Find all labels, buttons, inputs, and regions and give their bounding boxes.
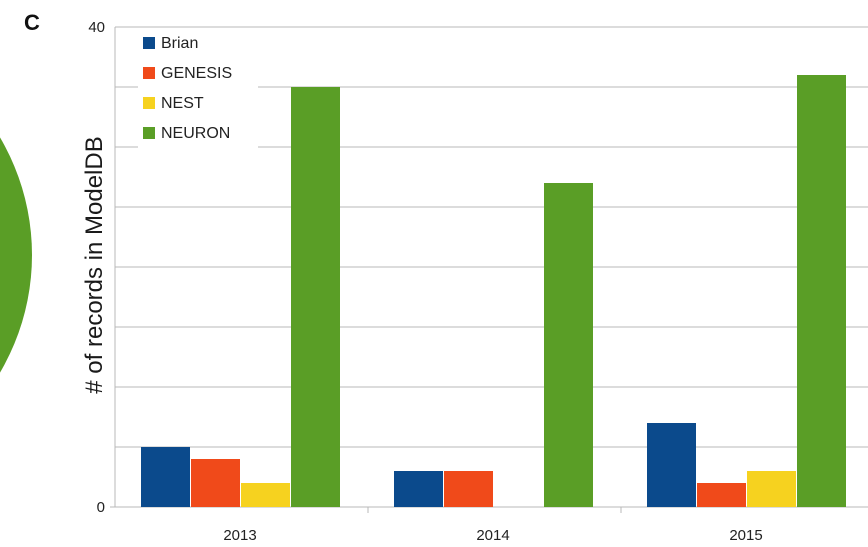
bar-neuron-2014 [544,183,593,507]
bar-brian-2015 [647,423,696,507]
y-axis-label: # of records in ModelDB [81,136,108,393]
bars [141,75,846,507]
x-category-labels: 2013 2014 2015 [223,527,762,544]
y-tick-label: 0 [97,499,105,516]
legend-label-neuron: NEURON [161,125,230,142]
legend-background [138,32,258,150]
legend-swatch-genesis [143,67,155,79]
bar-brian-2014 [394,471,443,507]
y-tick-label: 40 [88,19,105,36]
legend-swatch-neuron [143,127,155,139]
x-category-label: 2013 [223,527,256,544]
legend-swatch-brian [143,37,155,49]
legend-label-brian: Brian [161,35,198,52]
legend-label-genesis: GENESIS [161,65,232,82]
y-tick-labels: 0 40 [88,19,105,516]
bar-genesis-2014 [444,471,493,507]
bar-brian-2013 [141,447,190,507]
bar-neuron-2015 [797,75,846,507]
x-category-label: 2014 [476,527,509,544]
bar-nest-2015 [747,471,796,507]
bar-nest-2013 [241,483,290,507]
legend-swatch-nest [143,97,155,109]
legend-label-nest: NEST [161,95,204,112]
partial-green-circle [0,137,32,373]
panel-letter: C [24,10,40,35]
legend: Brian GENESIS NEST NEURON [138,32,258,150]
bar-neuron-2013 [291,87,340,507]
bar-genesis-2013 [191,459,240,507]
x-category-label: 2015 [729,527,762,544]
bar-genesis-2015 [697,483,746,507]
